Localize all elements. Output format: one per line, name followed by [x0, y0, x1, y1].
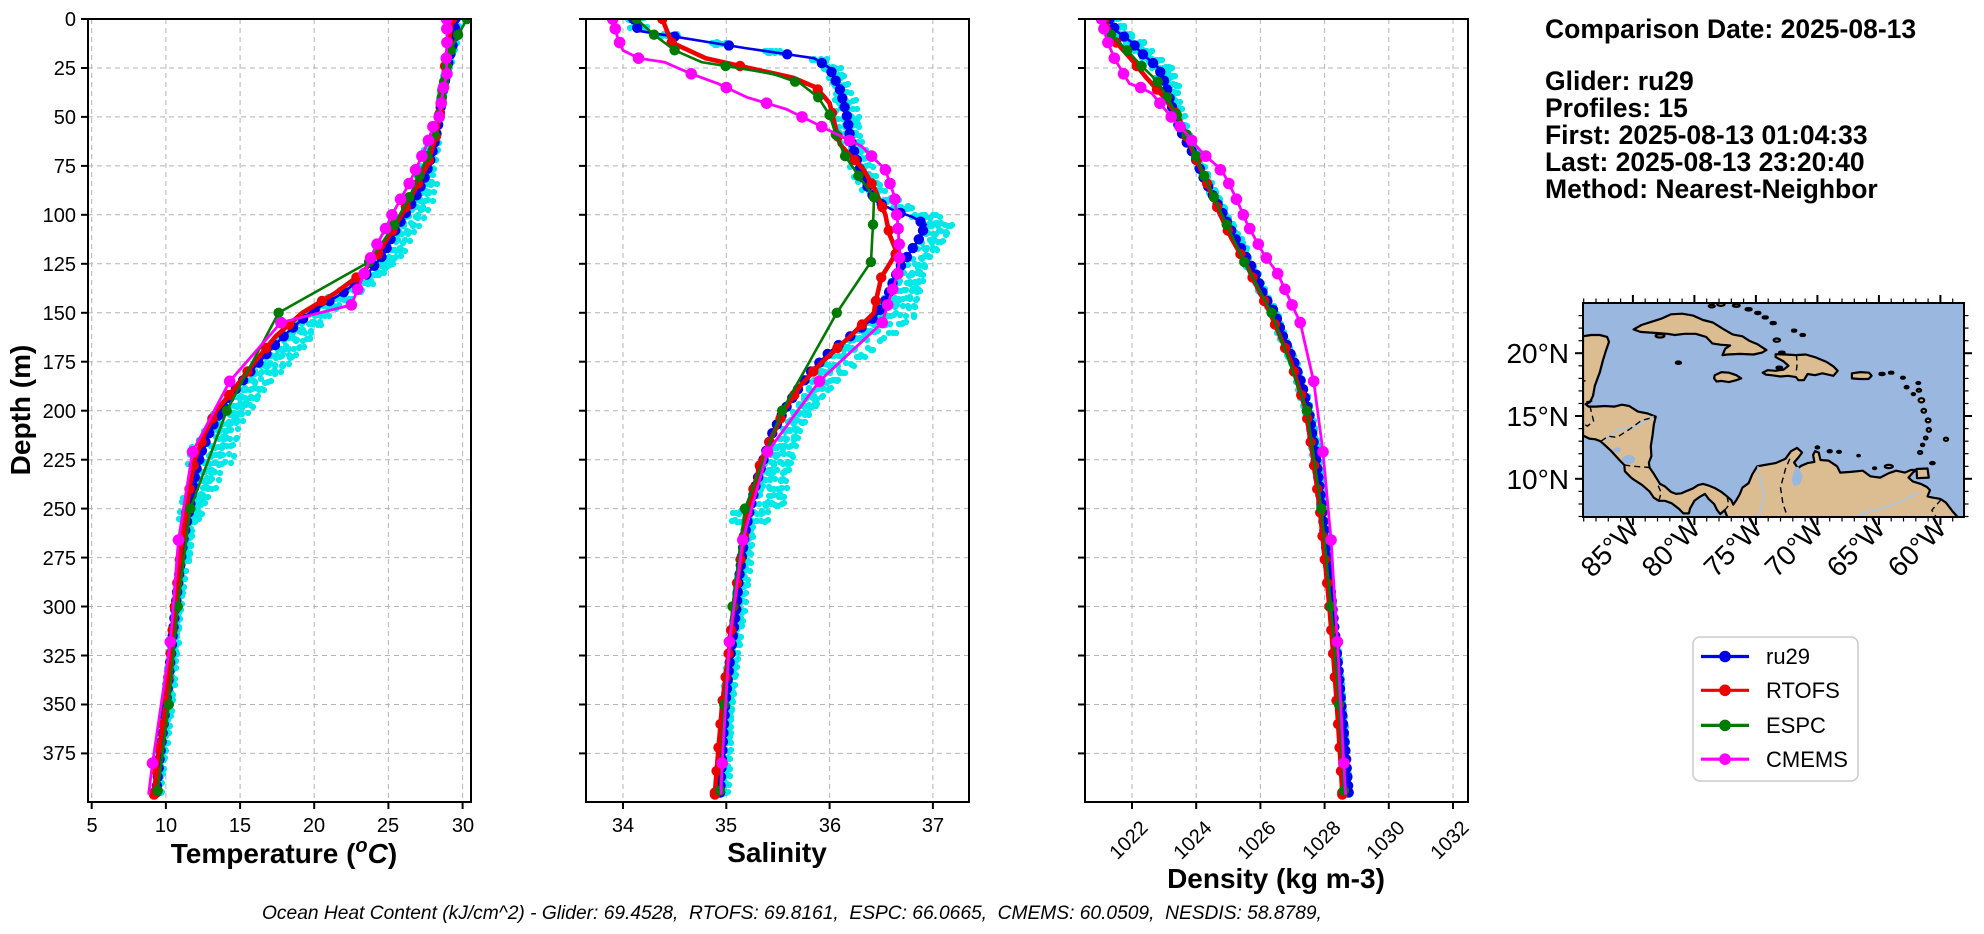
svg-text:25: 25	[377, 815, 399, 837]
svg-text:10°N: 10°N	[1506, 464, 1569, 495]
svg-text:15°N: 15°N	[1506, 401, 1569, 432]
svg-text:100: 100	[43, 205, 76, 227]
svg-text:325: 325	[43, 646, 76, 668]
svg-text:125: 125	[43, 254, 76, 276]
svg-text:5: 5	[86, 815, 97, 837]
svg-text:CMEMS: CMEMS	[1766, 747, 1848, 772]
svg-text:RTOFS: RTOFS	[1766, 678, 1840, 703]
svg-text:20: 20	[303, 815, 325, 837]
svg-text:250: 250	[43, 499, 76, 521]
svg-text:First: 2025-08-13 01:04:33: First: 2025-08-13 01:04:33	[1545, 120, 1868, 150]
svg-text:300: 300	[43, 597, 76, 619]
svg-text:20°N: 20°N	[1506, 338, 1569, 369]
svg-text:36: 36	[819, 815, 841, 837]
svg-text:75: 75	[54, 156, 76, 178]
svg-text:150: 150	[43, 303, 76, 325]
svg-text:15: 15	[229, 815, 251, 837]
svg-text:Glider: ru29: Glider: ru29	[1545, 66, 1694, 96]
svg-text:225: 225	[43, 450, 76, 472]
svg-text:10: 10	[155, 815, 177, 837]
svg-text:0: 0	[65, 9, 76, 31]
svg-text:Comparison Date: 2025-08-13: Comparison Date: 2025-08-13	[1545, 14, 1916, 44]
svg-text:Ocean Heat Content (kJ/cm^2) -: Ocean Heat Content (kJ/cm^2) - Glider: 6…	[262, 903, 1322, 924]
svg-text:200: 200	[43, 401, 76, 423]
svg-text:Density (kg m-3): Density (kg m-3)	[1167, 863, 1385, 894]
svg-text:30: 30	[452, 815, 474, 837]
svg-text:375: 375	[43, 743, 76, 765]
svg-text:Depth (m): Depth (m)	[5, 345, 36, 476]
svg-text:Salinity: Salinity	[727, 837, 827, 868]
svg-text:50: 50	[54, 107, 76, 129]
svg-text:35: 35	[715, 815, 737, 837]
svg-text:ESPC: ESPC	[1766, 713, 1826, 738]
svg-text:Method: Nearest-Neighbor: Method: Nearest-Neighbor	[1545, 174, 1878, 204]
svg-text:175: 175	[43, 352, 76, 374]
svg-text:Profiles: 15: Profiles: 15	[1545, 93, 1688, 123]
svg-text:34: 34	[612, 815, 634, 837]
svg-text:25: 25	[54, 58, 76, 80]
svg-text:ru29: ru29	[1766, 644, 1810, 669]
svg-text:Last: 2025-08-13 23:20:40: Last: 2025-08-13 23:20:40	[1545, 147, 1865, 177]
svg-text:37: 37	[922, 815, 944, 837]
svg-text:275: 275	[43, 548, 76, 570]
svg-text:350: 350	[43, 694, 76, 716]
